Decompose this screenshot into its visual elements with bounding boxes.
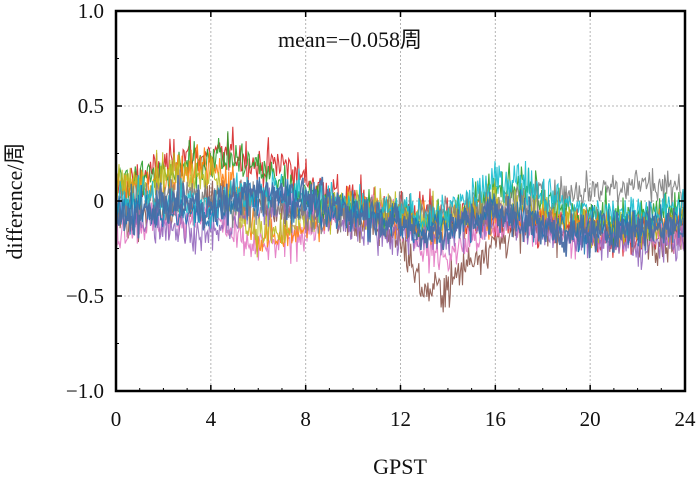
y-tick-label: −0.5 <box>66 284 104 308</box>
tick-marks <box>115 10 686 392</box>
series-group <box>116 126 685 313</box>
mean-annotation: mean=−0.058周 <box>278 27 422 52</box>
y-axis-label: difference/周 <box>2 143 27 260</box>
x-tick-label: 20 <box>580 407 601 431</box>
x-tick-label: 8 <box>300 407 311 431</box>
x-tick-label: 0 <box>111 407 122 431</box>
y-tick-labels: −1.0 −0.5 0 0.5 1.0 <box>66 0 104 403</box>
x-tick-labels: 0 4 8 12 16 20 24 <box>111 407 696 431</box>
x-tick-label: 12 <box>390 407 411 431</box>
x-tick-label: 16 <box>485 407 506 431</box>
x-axis-label: GPST <box>373 454 427 479</box>
x-tick-label: 4 <box>206 407 217 431</box>
y-tick-label: 1.0 <box>78 0 104 23</box>
y-tick-label: 0.5 <box>78 94 104 118</box>
series-line <box>116 175 685 259</box>
x-tick-label: 24 <box>675 407 697 431</box>
y-tick-label: −1.0 <box>66 379 104 403</box>
y-tick-label: 0 <box>94 189 105 213</box>
